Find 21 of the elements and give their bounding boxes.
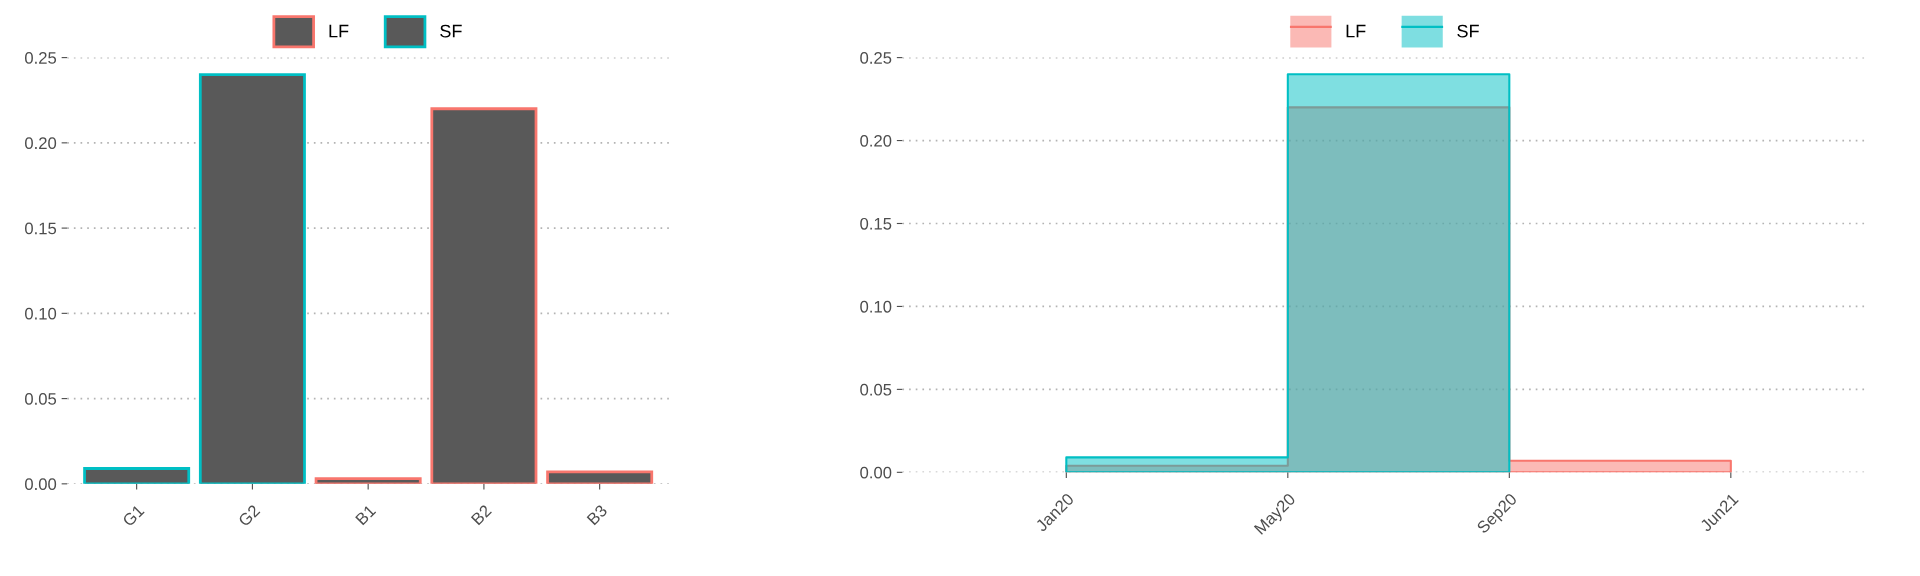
legend-label: LF (1346, 24, 1366, 38)
y-tick-label: 0.10 (25, 307, 57, 320)
x-tick-label: B1 (355, 504, 377, 526)
y-tick-label: 0.00 (25, 478, 57, 491)
y-tick-label: 0.25 (25, 52, 57, 64)
y-tick-label: 0.00 (860, 466, 892, 479)
y-tick-label: 0.05 (860, 383, 892, 396)
x-tick-label: B2 (470, 504, 492, 526)
legend-label: LF (329, 24, 349, 38)
y-tick-label: 0.10 (860, 300, 892, 313)
y-tick-label: 0.25 (860, 52, 892, 64)
y-tick-label: 0.20 (25, 137, 57, 150)
y-tick-label: 0.05 (25, 392, 57, 405)
x-tick-label: B3 (586, 504, 608, 526)
legend-label: SF (1457, 24, 1479, 38)
legend-label: SF (440, 24, 462, 38)
y-tick-label: 0.15 (860, 217, 892, 230)
x-tick-label: G1 (121, 504, 145, 528)
y-tick-label: 0.15 (25, 222, 57, 235)
x-tick-label: G2 (237, 504, 261, 528)
y-tick-label: 0.20 (860, 134, 892, 147)
